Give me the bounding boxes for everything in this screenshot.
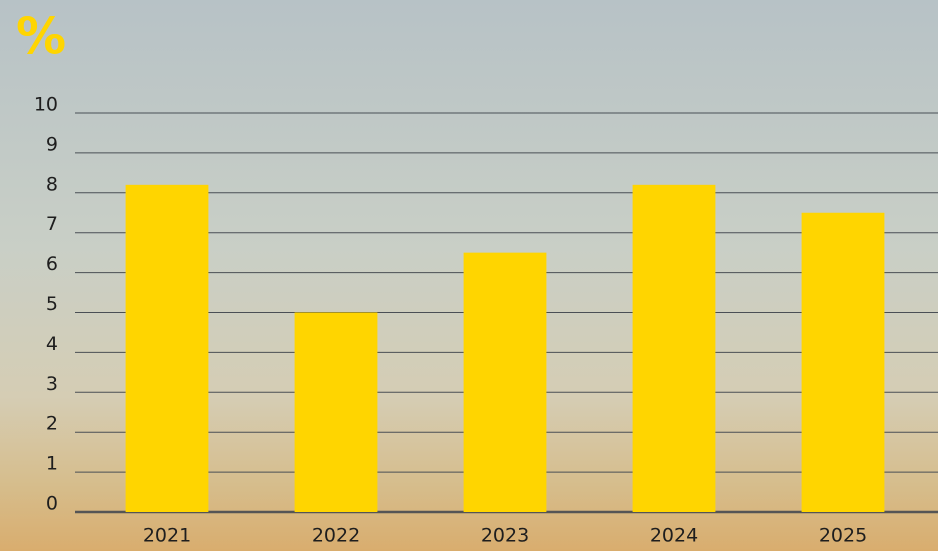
x-tick-label: 2024: [650, 525, 698, 547]
x-tick-label: 2025: [819, 525, 867, 547]
y-axis-label: %: [16, 8, 66, 66]
y-tick-label: 5: [46, 293, 58, 315]
bar: [126, 185, 209, 512]
y-tick-label: 8: [46, 173, 58, 195]
y-tick-label: 10: [34, 94, 58, 116]
x-tick-label: 2021: [143, 525, 191, 547]
y-tick-label: 3: [46, 373, 58, 395]
y-tick-label: 0: [46, 493, 58, 515]
bar: [295, 313, 378, 513]
chart: % 0 1 2 3 4 5 6 7 8 9 10 2021 2022 2023 2024 2025: [0, 0, 938, 551]
bar: [633, 185, 716, 512]
y-tick-label: 1: [46, 453, 58, 475]
y-tick-label: 4: [46, 333, 58, 355]
bar: [802, 213, 885, 512]
x-tick-label: 2023: [481, 525, 529, 547]
bar: [464, 253, 547, 512]
y-tick-label: 7: [46, 213, 58, 235]
x-tick-label: 2022: [312, 525, 360, 547]
page: {"chart_data": {"type": "bar", "ylabel":…: [0, 0, 938, 551]
y-tick-label: 6: [46, 253, 58, 275]
y-tick-label: 9: [46, 133, 58, 155]
y-tick-label: 2: [46, 413, 58, 435]
